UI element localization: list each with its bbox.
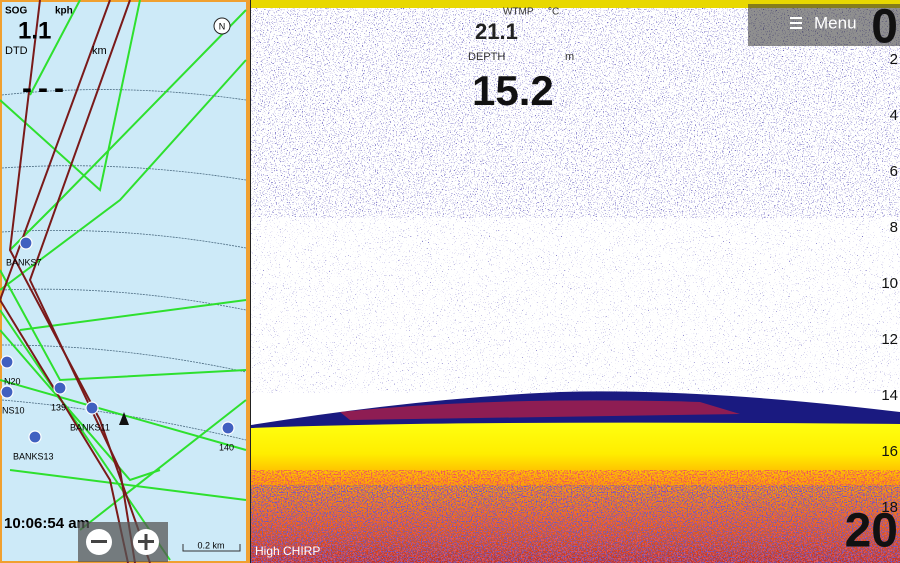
time: 10:06:54 am xyxy=(4,515,90,532)
waypoint-label: BANKS13 xyxy=(13,451,54,461)
north: N xyxy=(219,21,226,31)
vessel xyxy=(119,412,129,425)
wtmp-label: WTMP xyxy=(503,7,534,18)
depth-scale-label: 14 xyxy=(881,387,898,404)
depth-scale-label: 12 xyxy=(881,331,898,348)
depth-scale-label: 2 xyxy=(890,51,898,68)
mode: High CHIRP xyxy=(255,544,320,558)
sog-unit: kph xyxy=(55,6,73,17)
range-top: 0 xyxy=(871,1,898,54)
map-frame xyxy=(0,0,250,563)
depth-label: DEPTH xyxy=(468,51,505,63)
menu-button[interactable]: Menu xyxy=(748,4,900,46)
waypoint-label: BANKS7 xyxy=(6,257,42,267)
scale-bar xyxy=(182,544,241,552)
surface-band xyxy=(251,0,900,8)
depth-scale-label: 6 xyxy=(890,163,898,180)
depth-unit: m xyxy=(565,51,574,63)
waypoints xyxy=(0,236,235,444)
map-panel: N SOG kph 1.1 DTD km --- BANKS7 N20 NS10… xyxy=(0,0,250,563)
depth-scale-label: 16 xyxy=(881,443,898,460)
waypoint-label: 139 xyxy=(51,402,66,412)
dtd-value: --- xyxy=(22,72,70,105)
depth-scale: 2 4 6 8 10 12 14 16 18 xyxy=(881,51,898,516)
waypoint-label: BANKS11 xyxy=(70,422,110,432)
sog-label: SOG xyxy=(5,6,27,17)
compass xyxy=(213,17,231,35)
bottom-edge xyxy=(340,400,740,420)
zoom-in[interactable] xyxy=(133,529,159,555)
range-bottom: 20 xyxy=(845,505,898,558)
depth-scale-label: 4 xyxy=(890,107,898,124)
zoom-out[interactable] xyxy=(86,529,112,555)
depth-value: 15.2 xyxy=(472,67,554,114)
depth-scale-label: 10 xyxy=(881,275,898,292)
waypoint-label: N20 xyxy=(4,376,21,386)
depth-scale-label: 18 xyxy=(881,499,898,516)
sog-value: 1.1 xyxy=(18,17,51,44)
seabed-noise xyxy=(251,485,900,563)
menu-label[interactable]: Menu xyxy=(814,13,857,32)
dtd-unit: km xyxy=(92,45,107,57)
waypoint-label: 140 xyxy=(219,442,234,452)
wtmp-unit: °C xyxy=(548,7,559,18)
echo-noise xyxy=(251,218,900,393)
waypoint-label: NS10 xyxy=(2,405,25,415)
depth-scale-label: 8 xyxy=(890,219,898,236)
scale: 0.2 km xyxy=(197,540,224,550)
sonar-panel: WTMP °C 21.1 DEPTH m 15.2 Menu 0 20 2 4 6 8… xyxy=(251,0,900,563)
wtmp-value: 21.1 xyxy=(475,19,518,44)
dtd-label: DTD xyxy=(5,45,28,57)
